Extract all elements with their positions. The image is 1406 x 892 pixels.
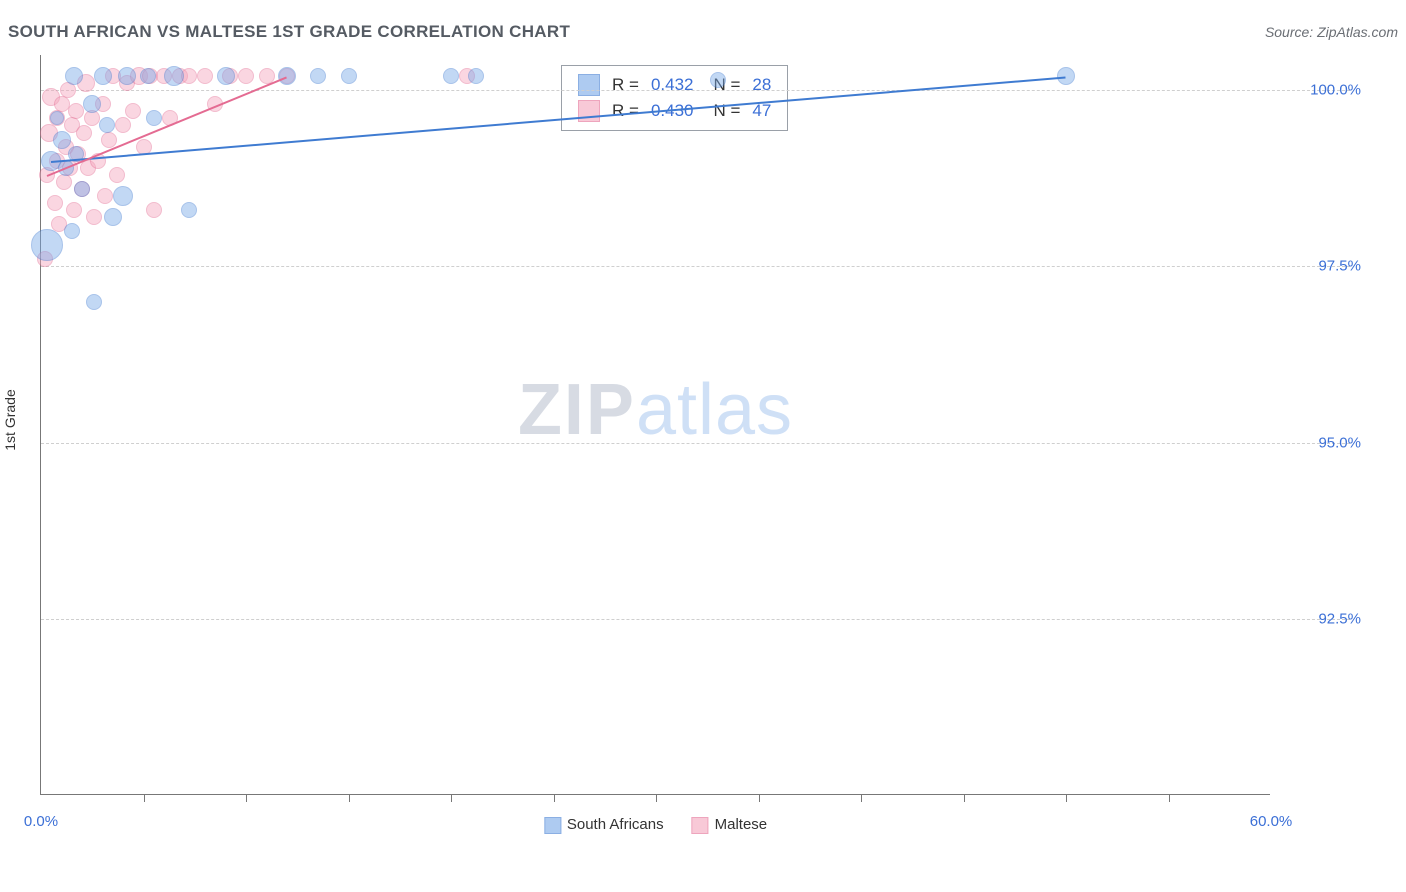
y-tick-label: 100.0%: [1291, 82, 1361, 99]
data-point[interactable]: [146, 110, 162, 126]
x-tick: [451, 794, 452, 802]
legend-r-label: R =: [612, 101, 639, 121]
x-tick: [144, 794, 145, 802]
chart-source: Source: ZipAtlas.com: [1265, 24, 1398, 40]
data-point[interactable]: [86, 294, 102, 310]
data-point[interactable]: [238, 68, 254, 84]
trend-line: [51, 76, 1066, 163]
x-tick-label: 60.0%: [1250, 813, 1293, 830]
data-point[interactable]: [146, 202, 162, 218]
legend-swatch-icon: [692, 817, 709, 834]
y-tick-label: 97.5%: [1291, 258, 1361, 275]
data-point[interactable]: [310, 68, 326, 84]
data-point[interactable]: [50, 111, 64, 125]
chart-title: SOUTH AFRICAN VS MALTESE 1ST GRADE CORRE…: [8, 22, 570, 42]
y-tick-label: 95.0%: [1291, 434, 1361, 451]
data-point[interactable]: [164, 66, 184, 86]
legend-n-value: 28: [752, 75, 771, 95]
series-legend-item[interactable]: South Africans: [544, 816, 664, 834]
data-point[interactable]: [99, 117, 115, 133]
x-tick: [759, 794, 760, 802]
legend-r-value: 0.432: [651, 75, 694, 95]
x-tick: [656, 794, 657, 802]
data-point[interactable]: [104, 208, 122, 226]
data-point[interactable]: [443, 68, 459, 84]
gridline-h: [41, 90, 1350, 91]
y-tick-label: 92.5%: [1291, 610, 1361, 627]
data-point[interactable]: [341, 68, 357, 84]
data-point[interactable]: [101, 132, 117, 148]
x-tick: [1169, 794, 1170, 802]
data-point[interactable]: [97, 188, 113, 204]
data-point[interactable]: [115, 117, 131, 133]
legend-swatch-icon: [578, 74, 600, 96]
data-point[interactable]: [76, 125, 92, 141]
x-tick: [861, 794, 862, 802]
data-point[interactable]: [197, 68, 213, 84]
data-point[interactable]: [64, 223, 80, 239]
data-point[interactable]: [74, 181, 90, 197]
legend-r-label: R =: [612, 75, 639, 95]
data-point[interactable]: [109, 167, 125, 183]
data-point[interactable]: [181, 202, 197, 218]
gridline-h: [41, 619, 1350, 620]
data-point[interactable]: [68, 103, 84, 119]
x-tick: [349, 794, 350, 802]
data-point[interactable]: [31, 229, 63, 261]
stats-legend: R =0.432N =28R =0.430N =47: [561, 65, 788, 131]
data-point[interactable]: [278, 67, 296, 85]
x-tick-label: 0.0%: [24, 813, 58, 830]
data-point[interactable]: [65, 67, 83, 85]
scatter-plot-area: ZIPatlas R =0.432N =28R =0.430N =47 Sout…: [40, 55, 1270, 795]
data-point[interactable]: [53, 131, 71, 149]
gridline-h: [41, 443, 1350, 444]
data-point[interactable]: [710, 72, 726, 88]
x-tick: [554, 794, 555, 802]
x-tick: [1066, 794, 1067, 802]
data-point[interactable]: [217, 67, 235, 85]
gridline-h: [41, 266, 1350, 267]
data-point[interactable]: [94, 67, 112, 85]
data-point[interactable]: [66, 202, 82, 218]
series-legend-item[interactable]: Maltese: [692, 816, 768, 834]
watermark: ZIPatlas: [518, 369, 793, 451]
data-point[interactable]: [118, 67, 136, 85]
data-point[interactable]: [125, 103, 141, 119]
data-point[interactable]: [47, 195, 63, 211]
legend-swatch-icon: [544, 817, 561, 834]
series-legend-label: South Africans: [567, 816, 664, 833]
data-point[interactable]: [113, 186, 133, 206]
watermark-part2: atlas: [636, 370, 793, 450]
y-axis-title: 1st Grade: [2, 389, 18, 450]
watermark-part1: ZIP: [518, 370, 636, 450]
series-legend: South Africans Maltese: [544, 816, 767, 834]
stats-legend-row: R =0.432N =28: [578, 72, 771, 98]
data-point[interactable]: [56, 174, 72, 190]
data-point[interactable]: [86, 209, 102, 225]
series-legend-label: Maltese: [715, 816, 768, 833]
data-point[interactable]: [83, 95, 101, 113]
data-point[interactable]: [140, 68, 156, 84]
x-tick: [246, 794, 247, 802]
data-point[interactable]: [468, 68, 484, 84]
x-tick: [964, 794, 965, 802]
